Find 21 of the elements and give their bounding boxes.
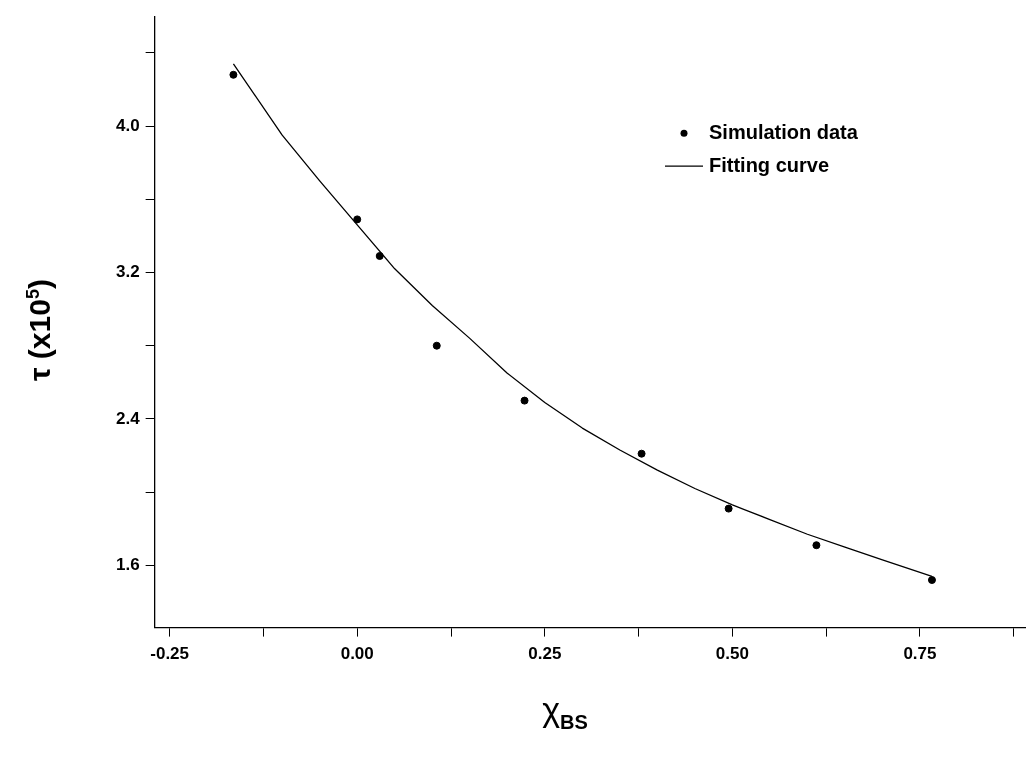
x-tick-label: 0.00 bbox=[340, 644, 374, 664]
x-tick-label: 0.25 bbox=[528, 644, 562, 664]
point bbox=[927, 576, 936, 585]
point bbox=[520, 396, 529, 405]
x-tick-label: -0.25 bbox=[150, 644, 190, 664]
x-tick-label: 0.75 bbox=[903, 644, 937, 664]
point bbox=[812, 541, 821, 550]
y-tick-label: 1.6 bbox=[115, 555, 140, 575]
point bbox=[229, 70, 238, 79]
point bbox=[432, 341, 441, 350]
y-tick-label: 2.4 bbox=[115, 408, 141, 428]
point bbox=[375, 252, 384, 260]
y-tick-label: 3.2 bbox=[115, 262, 140, 282]
point bbox=[724, 504, 733, 513]
x-tick-label: 0.50 bbox=[715, 644, 749, 664]
point bbox=[637, 449, 646, 458]
point bbox=[353, 215, 362, 224]
x-axis-title: χ$_{BS}$ bbox=[541, 690, 589, 734]
legend-label: Fitting curve bbox=[709, 153, 830, 176]
legend-label: Simulation data bbox=[709, 120, 859, 143]
y-tick-label: 4.0 bbox=[115, 115, 140, 135]
